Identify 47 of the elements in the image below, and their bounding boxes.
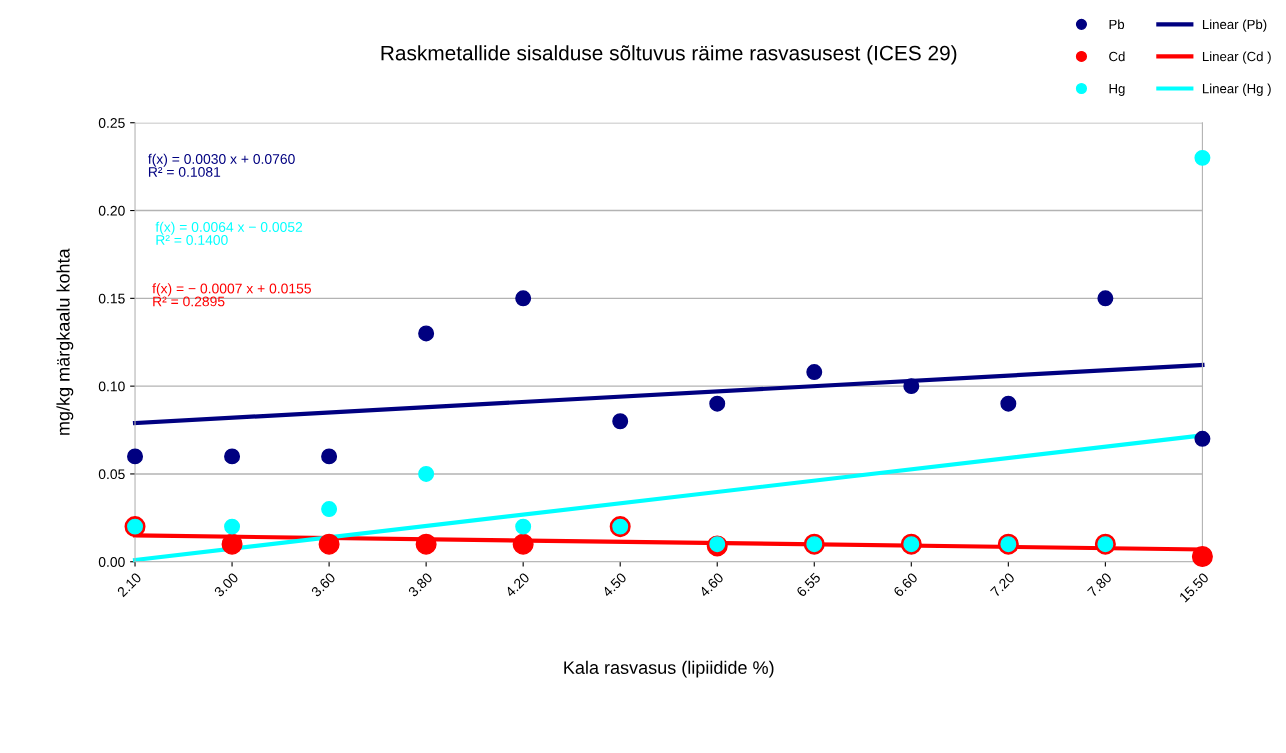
point	[418, 325, 435, 342]
point	[903, 378, 920, 395]
y-tick-label: 0.15	[98, 293, 125, 304]
legend-label: Linear (Hg )	[1202, 83, 1271, 96]
point	[321, 448, 338, 465]
annotation: f(x) = − 0.0007 x + 0.0155 R² = 0.2895	[152, 283, 311, 307]
point	[318, 533, 340, 555]
y-tick-label: 0.20	[98, 205, 125, 216]
point	[321, 501, 338, 518]
y-tick-label: 0.25	[98, 118, 125, 128]
point	[515, 518, 532, 535]
point	[512, 533, 534, 555]
legend-label: Linear (Cd )	[1202, 51, 1271, 64]
annotation: f(x) = 0.0064 x − 0.0052 R² = 0.1400	[155, 221, 303, 245]
x-axis-title: Kala rasvasus (lipiidide %)	[564, 660, 774, 678]
legend-label: Cd	[1109, 51, 1125, 62]
point	[1191, 545, 1213, 567]
point	[1097, 290, 1114, 307]
point	[415, 533, 437, 555]
point	[1000, 395, 1017, 412]
chart-title: Raskmetallide sisalduse sõltuvus räime rasvasusest (ICES 29)	[381, 45, 957, 65]
point	[127, 448, 144, 465]
point	[221, 533, 243, 555]
legend-label: Hg	[1109, 84, 1125, 96]
y-axis-title: mg/kg märgkaalu kohta	[56, 248, 74, 435]
x-tick-label: 7.20	[989, 572, 1016, 598]
point	[612, 413, 629, 430]
x-tick-label: 6.60	[892, 572, 919, 598]
x-tick-label: 4.20	[504, 572, 530, 598]
x-tick-label: 4.50	[601, 572, 628, 598]
point	[224, 518, 241, 535]
y-tick-label: 0.10	[98, 381, 125, 392]
point	[515, 290, 532, 307]
point	[418, 465, 435, 482]
legend-label: Linear (Pb)	[1202, 19, 1267, 32]
point	[709, 395, 726, 412]
x-tick-label: 6.55	[795, 572, 822, 598]
legend-label: Pb	[1109, 19, 1125, 30]
point	[224, 448, 241, 465]
point	[1194, 430, 1211, 447]
point	[806, 364, 823, 381]
annotation: f(x) = 0.0030 x + 0.0760 R² = 0.1081	[148, 153, 295, 177]
y-tick-label: 0.05	[98, 469, 125, 480]
x-tick-label: 4.60	[698, 572, 725, 598]
x-tick-label: 7.80	[1087, 572, 1113, 598]
point	[1194, 149, 1211, 166]
y-tick-label: 0.00	[98, 557, 125, 567]
